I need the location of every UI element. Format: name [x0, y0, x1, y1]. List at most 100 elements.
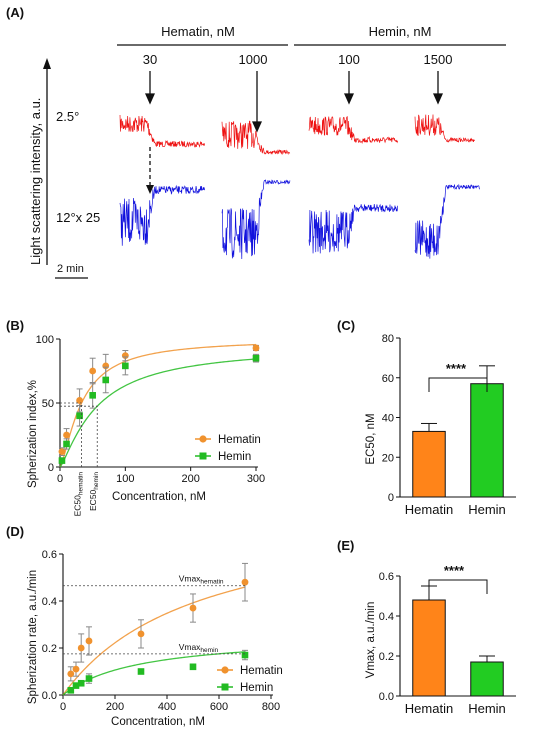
panel-b-legend-hemin: Hemin	[218, 451, 251, 463]
x-tick-label: 800	[262, 701, 280, 713]
vmax-hematin-label: Vmaxhematin	[179, 574, 224, 586]
data-point-hematin	[72, 665, 80, 673]
y-tick-label: 0.2	[379, 651, 394, 663]
ec50-hematin-label: EC50hematin	[73, 472, 85, 517]
row-label-bottom: 12°x 25	[56, 210, 100, 225]
significance-bracket	[428, 579, 488, 594]
panel-d-ylabel: Spherization rate, a.u./min	[27, 570, 39, 704]
x-tick-label: 0	[60, 701, 66, 713]
data-point-hemin	[102, 376, 110, 384]
y-tick-label: 0.6	[379, 571, 394, 583]
panel-e-plot-area: 0.0 0.2 0.4 0.6 Hematin Hemin	[379, 571, 516, 716]
panel-b-plot-area: 0 100 200 300 0 50 100	[36, 334, 266, 485]
data-point-hemin	[63, 440, 70, 448]
x-tick-label: 200	[181, 473, 199, 485]
panel-a-y-arrow-icon	[43, 58, 51, 69]
group-header-hemin: Hemin, nM	[369, 24, 432, 39]
data-point-hemin	[122, 362, 129, 370]
injection-arrows	[144, 71, 444, 133]
data-point-hematin	[241, 578, 249, 586]
panel-c-ylabel: EC50, nM	[365, 413, 377, 464]
data-point-hemin	[89, 392, 96, 399]
panel-a: (A) Light scattering intensity, a.u. Hem…	[6, 5, 506, 279]
x-tick-label: 0	[57, 473, 63, 485]
y-tick-label: 100	[36, 334, 54, 346]
conc-label-hemin-100: 100	[338, 52, 360, 67]
trace-4	[119, 184, 205, 246]
x-tick-label: 600	[210, 701, 228, 713]
panel-e-label: (E)	[337, 538, 354, 553]
conc-label-hemin-1500: 1500	[424, 52, 453, 67]
conc-label-hematin-30: 30	[143, 52, 157, 67]
data-point-hematin	[67, 670, 75, 678]
y-tick-label: 80	[382, 333, 394, 345]
y-tick-label: 0.0	[42, 690, 57, 702]
panel-d: (D) Spherization rate, a.u./min Concentr…	[6, 524, 283, 728]
panel-d-legend: Hematin Hemin	[217, 665, 283, 694]
panel-e: (E) Vmax, a.u./min 0.0 0.2 0.4 0.6 Hematin He…	[337, 538, 516, 716]
trace-6	[308, 203, 398, 254]
data-point-hemin	[241, 651, 249, 659]
y-tick-label: 0.4	[42, 596, 57, 608]
panel-e-ylabel: Vmax, a.u./min	[365, 602, 377, 679]
trace-3	[414, 114, 476, 143]
data-point-hematin	[89, 367, 97, 375]
data-point-hemin	[76, 412, 83, 420]
category-label-hematin: Hematin	[405, 701, 453, 716]
legend-marker-hemin-icon	[199, 452, 207, 460]
y-tick-label: 50	[42, 398, 54, 410]
panel-d-plot-area: 0 200 400 600 800 0.0 0.2 0.4 0.6	[42, 549, 280, 713]
y-tick-label: 0.0	[379, 691, 394, 703]
panel-a-label: (A)	[6, 5, 24, 20]
data-point-hematin	[252, 344, 260, 352]
data-point-hematin	[85, 637, 93, 645]
data-point-hemin	[252, 354, 260, 362]
bar-hemin	[470, 383, 504, 498]
trace-2	[308, 115, 398, 144]
legend-marker-hematin-icon	[221, 666, 229, 674]
y-tick-label: 0.2	[42, 643, 57, 655]
y-tick-label: 0	[388, 492, 394, 504]
trace-5	[221, 179, 291, 259]
significance-bracket	[428, 377, 488, 392]
panel-b-label: (B)	[6, 318, 24, 333]
fit-curve-hemin	[59, 358, 257, 468]
panel-b: (B) Spherization index,% Concentration, …	[6, 318, 265, 516]
fit-curve-hemin	[62, 651, 246, 696]
panel-d-xlabel: Concentration, nM	[111, 716, 205, 728]
bar-hematin	[412, 599, 446, 697]
panel-c: (C) EC50, nM 0 20 40 60 80 Hematin Hemin ****	[337, 318, 516, 517]
data-point-hematin	[137, 630, 145, 638]
trace-1	[221, 120, 291, 156]
panel-b-legend-hematin: Hematin	[218, 434, 261, 446]
x-tick-label: 300	[247, 473, 265, 485]
y-tick-label: 0.6	[42, 549, 57, 561]
fit-curve-hematin	[62, 586, 246, 696]
data-point-hemin	[85, 675, 93, 682]
panel-c-label: (C)	[337, 318, 355, 333]
panel-b-legend: Hematin Hemin	[195, 434, 261, 463]
dashed-arrow-icon	[146, 185, 154, 194]
group-header-hematin: Hematin, nM	[161, 24, 235, 39]
category-label-hemin: Hemin	[468, 502, 506, 517]
panel-e-significance: ****	[444, 563, 465, 578]
panel-b-xlabel: Concentration, nM	[112, 491, 206, 503]
panel-d-label: (D)	[6, 524, 24, 539]
y-tick-label: 40	[382, 413, 394, 425]
data-point-hemin	[67, 687, 75, 694]
y-tick-label: 0.4	[379, 611, 394, 623]
data-point-hematin	[76, 397, 83, 404]
y-tick-label: 20	[382, 452, 394, 464]
scale-bar-label: 2 min	[57, 263, 84, 275]
category-label-hemin: Hemin	[468, 701, 506, 716]
row-label-top: 2.5°	[56, 109, 79, 124]
bar-hematin	[412, 430, 446, 498]
panel-a-ylabel: Light scattering intensity, a.u.	[28, 98, 43, 265]
data-point-hematin	[58, 448, 66, 456]
category-label-hematin: Hematin	[405, 502, 453, 517]
data-point-hemin	[58, 457, 66, 464]
panel-b-ylabel: Spherization index,%	[27, 380, 39, 488]
trace-7	[414, 183, 480, 259]
data-point-hematin	[189, 604, 197, 612]
